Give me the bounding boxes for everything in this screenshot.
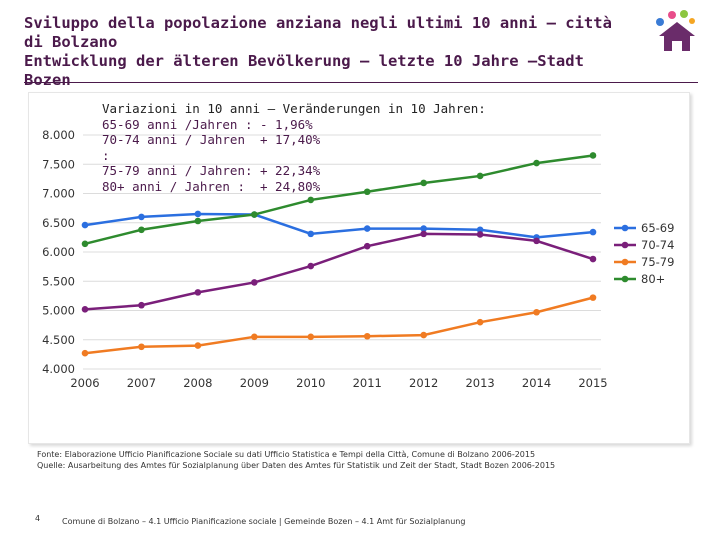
data-point-70-74 xyxy=(81,306,89,313)
data-point-70-74 xyxy=(138,301,145,309)
y-tick-label: 7.500 xyxy=(42,157,75,171)
variation-label: 80+ anni / Jahren : xyxy=(102,178,245,194)
y-tick-label: 8.000 xyxy=(42,128,75,142)
data-point-80+ xyxy=(81,240,89,248)
legend-label: 70-74 xyxy=(641,238,674,252)
variation-value: + 24,80% xyxy=(260,178,321,194)
data-point-65-69 xyxy=(476,226,484,234)
data-point-80+ xyxy=(476,172,484,180)
data-point-75-79 xyxy=(589,294,597,301)
series-line-70-74 xyxy=(84,232,594,311)
data-point-80+ xyxy=(307,196,315,204)
data-point-80+ xyxy=(363,188,371,196)
data-point-75-79 xyxy=(307,333,315,341)
data-point-70-74 xyxy=(194,289,202,296)
y-tick-label: 6.500 xyxy=(42,216,75,230)
legend-label: 65-69 xyxy=(641,221,674,235)
legend-label: 80+ xyxy=(641,272,665,286)
x-tick-label: 2012 xyxy=(409,376,438,390)
title-italian: Sviluppo della popolazione anziana negli… xyxy=(24,14,612,51)
data-point-75-79 xyxy=(533,308,540,316)
chart-frame xyxy=(28,92,690,444)
series-line-80+ xyxy=(84,154,594,246)
y-tick-label: 5.000 xyxy=(42,304,75,318)
data-point-65-69 xyxy=(307,230,315,238)
variation-row: 70-74 anni / Jahren : + 17,40% xyxy=(102,132,486,163)
population-line-chart: 4.000 4.500 5.000 5.500 6.000 6.500 7.000 7.500… xyxy=(42,128,674,390)
data-point-65-69 xyxy=(589,228,597,236)
data-point-70-74 xyxy=(251,279,258,286)
city-logo-icon xyxy=(656,10,695,51)
footer-text: Comune di Bolzano – 4.1 Ufficio Pianific… xyxy=(62,517,466,526)
x-tick-label: 2015 xyxy=(578,376,607,390)
y-tick-label: 4.500 xyxy=(42,333,75,347)
data-point-75-79 xyxy=(420,331,427,339)
data-point-70-74 xyxy=(307,262,315,270)
source-note: Fonte: Elaborazione Ufficio Pianificazio… xyxy=(37,449,555,471)
title-divider xyxy=(24,82,698,83)
series-line-65-69 xyxy=(84,212,594,239)
data-point-70-74 xyxy=(476,231,484,238)
x-tick-label: 2006 xyxy=(70,376,99,390)
x-tick-label: 2011 xyxy=(353,376,382,390)
data-point-75-79 xyxy=(138,343,145,351)
source-german: Quelle: Ausarbeitung des Amtes für Sozia… xyxy=(37,461,556,470)
y-tick-label: 7.000 xyxy=(42,187,75,201)
x-tick-label: 2009 xyxy=(240,376,269,390)
variation-label: 75-79 anni / Jahren: xyxy=(102,163,253,178)
data-point-70-74 xyxy=(533,237,540,245)
legend-marker xyxy=(621,241,629,249)
variations-header: Variazioni in 10 anni – Veränderungen in… xyxy=(102,101,486,116)
page-number: 4 xyxy=(35,514,41,523)
legend-marker xyxy=(621,224,629,232)
variation-row: 75-79 anni / Jahren: + 22,34% xyxy=(102,163,486,179)
legend-marker xyxy=(621,258,629,266)
data-point-75-79 xyxy=(476,318,484,326)
data-point-65-69 xyxy=(81,221,89,229)
x-tick-label: 2007 xyxy=(127,376,156,390)
data-point-65-69 xyxy=(363,225,371,232)
data-point-80+ xyxy=(589,152,597,159)
y-tick-label: 4.000 xyxy=(42,362,75,376)
variation-row: 65-69 anni /Jahren : - 1,96% xyxy=(102,117,486,133)
data-point-70-74 xyxy=(363,242,371,250)
x-tick-label: 2013 xyxy=(465,376,494,390)
y-tick-label: 5.500 xyxy=(42,274,75,288)
variation-value: - 1,96% xyxy=(260,116,313,132)
series-line-75-79 xyxy=(84,296,594,355)
data-point-75-79 xyxy=(251,333,258,341)
source-italian: Fonte: Elaborazione Ufficio Pianificazio… xyxy=(37,450,536,459)
data-point-65-69 xyxy=(194,210,202,218)
data-point-80+ xyxy=(251,211,258,218)
variation-label: 65-69 anni /Jahren : xyxy=(102,116,253,132)
legend-marker xyxy=(621,275,629,283)
data-point-65-69 xyxy=(420,225,427,232)
slide-title: Sviluppo della popolazione anziana negli… xyxy=(24,14,634,90)
data-point-80+ xyxy=(420,179,427,187)
data-point-65-69 xyxy=(138,213,145,221)
data-point-80+ xyxy=(138,226,145,234)
x-tick-label: 2008 xyxy=(183,376,212,390)
data-point-80+ xyxy=(194,217,202,225)
data-point-75-79 xyxy=(194,342,202,349)
x-tick-label: 2010 xyxy=(296,376,325,390)
data-point-80+ xyxy=(533,159,540,167)
legend-label: 75-79 xyxy=(641,255,674,269)
data-point-70-74 xyxy=(420,230,427,238)
title-german: Entwicklung der älteren Bevölkerung – le… xyxy=(24,52,584,89)
variation-row: 80+ anni / Jahren : + 24,80% xyxy=(102,179,486,195)
variation-value: + 22,34% xyxy=(260,163,321,178)
data-point-75-79 xyxy=(81,349,89,357)
variation-value: + 17,40% xyxy=(260,132,321,147)
data-point-75-79 xyxy=(363,332,371,340)
variations-block: Variazioni in 10 anni – Veränderungen in… xyxy=(102,101,486,194)
data-point-70-74 xyxy=(589,255,597,263)
x-tick-label: 2014 xyxy=(522,376,551,390)
y-tick-label: 6.000 xyxy=(42,245,75,259)
variation-label: 70-74 anni / Jahren : xyxy=(102,132,245,163)
